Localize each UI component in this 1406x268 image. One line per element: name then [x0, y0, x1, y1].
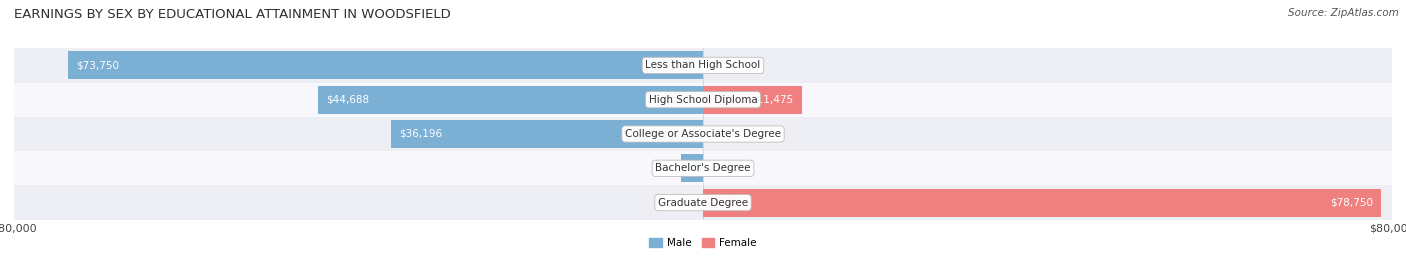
- Text: $73,750: $73,750: [76, 60, 120, 70]
- Text: $11,475: $11,475: [751, 95, 793, 105]
- Bar: [682, 154, 703, 182]
- Text: $2,499: $2,499: [690, 163, 727, 173]
- Bar: [67, 51, 703, 79]
- Text: Source: ZipAtlas.com: Source: ZipAtlas.com: [1288, 8, 1399, 18]
- Text: $0: $0: [709, 129, 721, 139]
- Bar: [14, 117, 1392, 151]
- Text: High School Diploma: High School Diploma: [648, 95, 758, 105]
- Bar: [703, 189, 1381, 217]
- Text: EARNINGS BY SEX BY EDUCATIONAL ATTAINMENT IN WOODSFIELD: EARNINGS BY SEX BY EDUCATIONAL ATTAINMEN…: [14, 8, 451, 21]
- Bar: [391, 120, 703, 148]
- Text: Less than High School: Less than High School: [645, 60, 761, 70]
- Text: $0: $0: [709, 60, 721, 70]
- Text: Graduate Degree: Graduate Degree: [658, 198, 748, 208]
- Text: College or Associate's Degree: College or Associate's Degree: [626, 129, 780, 139]
- Bar: [14, 83, 1392, 117]
- Text: $0: $0: [685, 198, 697, 208]
- Text: $78,750: $78,750: [1330, 198, 1372, 208]
- Text: $36,196: $36,196: [399, 129, 443, 139]
- Text: $44,688: $44,688: [326, 95, 370, 105]
- Bar: [703, 86, 801, 114]
- Bar: [14, 48, 1392, 83]
- Legend: Male, Female: Male, Female: [645, 234, 761, 252]
- Text: Bachelor's Degree: Bachelor's Degree: [655, 163, 751, 173]
- Text: $0: $0: [709, 163, 721, 173]
- Bar: [318, 86, 703, 114]
- Bar: [14, 185, 1392, 220]
- Bar: [14, 151, 1392, 185]
